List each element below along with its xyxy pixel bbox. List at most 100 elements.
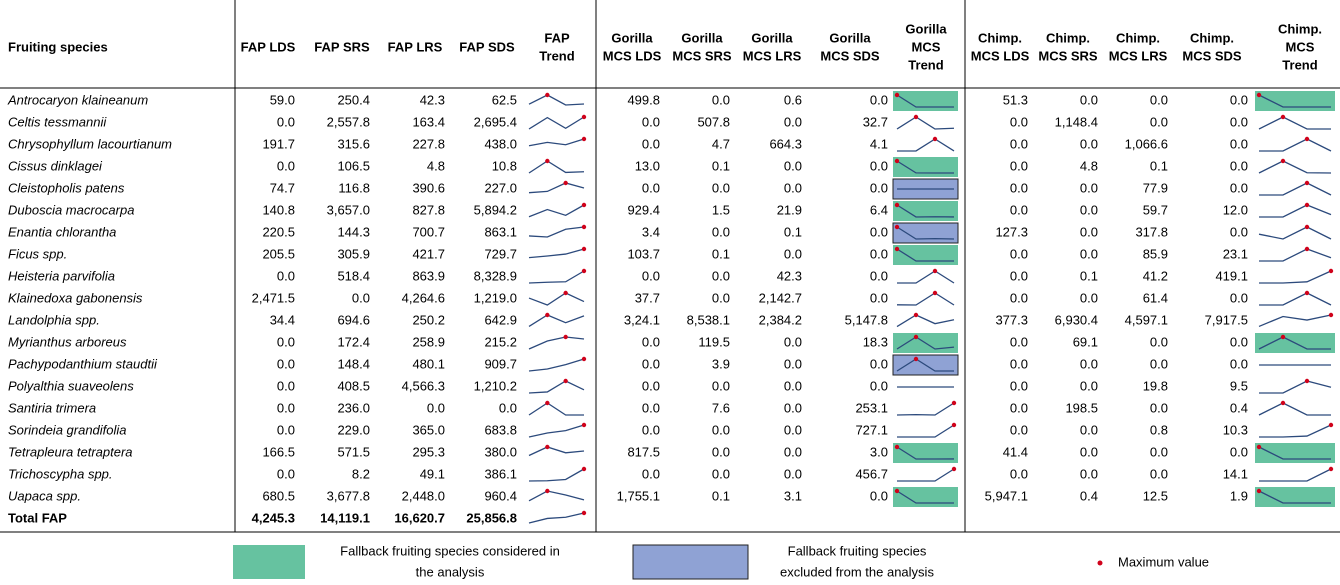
cell-value: 0.1: [784, 224, 802, 239]
cell-value: 236.0: [337, 400, 370, 415]
sparkline: [528, 138, 585, 147]
cell-value: 642.9: [484, 312, 517, 327]
sparkline: [1259, 380, 1332, 394]
max-marker: [894, 158, 900, 164]
sparkline: [896, 94, 955, 108]
cell-value: 0.0: [1010, 378, 1028, 393]
cell-value: 3.4: [642, 224, 660, 239]
species-name: Cleistopholis patens: [8, 180, 125, 195]
cell-value: 0.0: [784, 466, 802, 481]
cell-value: 253.1: [855, 400, 888, 415]
cell-value: 0.0: [870, 92, 888, 107]
cell-value: 0.0: [1230, 136, 1248, 151]
cell-value: 144.3: [337, 224, 370, 239]
fallback-highlight: [893, 201, 958, 221]
cell-value: 42.3: [777, 268, 802, 283]
species-name: Santiria trimera: [8, 400, 96, 415]
species-name: Klainedoxa gabonensis: [8, 290, 143, 305]
cell-value: 317.8: [1135, 224, 1168, 239]
max-marker: [1304, 224, 1310, 230]
max-marker: [581, 224, 587, 230]
sparkline: [1259, 292, 1332, 306]
sparkline: [528, 512, 585, 524]
cell-value: 0.0: [1150, 444, 1168, 459]
sparkline: [528, 314, 585, 327]
cell-value: 2,448.0: [402, 488, 445, 503]
cell-value: 0.0: [277, 356, 295, 371]
cell-value: 1,755.1: [617, 488, 660, 503]
sparkline: [1258, 270, 1332, 284]
max-marker: [1328, 466, 1334, 472]
cell-value: 12.5: [1143, 488, 1168, 503]
column-header: FAP: [544, 30, 570, 45]
max-marker: [1256, 488, 1262, 494]
cell-value: 85.9: [1143, 246, 1168, 261]
cell-value: 3.0: [870, 444, 888, 459]
cell-value: 0.0: [712, 466, 730, 481]
max-marker: [1256, 92, 1262, 98]
cell-value: 0.0: [1150, 400, 1168, 415]
sparkline: [1258, 116, 1331, 130]
max-marker: [1304, 136, 1310, 142]
fallback-highlight: [1255, 91, 1335, 111]
column-header: Gorilla: [829, 30, 871, 45]
cell-value: 3.9: [712, 356, 730, 371]
species-name: Heisteria parvifolia: [8, 268, 115, 283]
cell-value: 34.4: [270, 312, 295, 327]
cell-value: 21.9: [777, 202, 802, 217]
cell-value: 0.0: [870, 268, 888, 283]
cell-value: 729.7: [484, 246, 517, 261]
cell-value: 863.1: [484, 224, 517, 239]
cell-value: 12.0: [1223, 202, 1248, 217]
max-marker: [545, 92, 550, 98]
max-marker: [581, 136, 587, 142]
cell-value: 250.4: [337, 92, 370, 107]
max-marker: [545, 488, 550, 494]
column-header: FAP LRS: [388, 39, 443, 54]
sparkline: [528, 226, 585, 238]
cell-value: 390.6: [412, 180, 445, 195]
cell-value: 0.0: [1010, 422, 1028, 437]
sparkline: [1258, 94, 1331, 108]
cell-value: 0.1: [1080, 268, 1098, 283]
sparkline: [1259, 138, 1332, 152]
cell-value: 191.7: [262, 136, 295, 151]
column-header: MCS LDS: [971, 48, 1030, 63]
cell-value: 0.0: [642, 136, 660, 151]
max-marker: [932, 290, 938, 296]
cell-value: 116.8: [338, 180, 370, 195]
column-header: MCS: [912, 39, 941, 54]
sparkline: [896, 204, 955, 218]
sparkline: [528, 468, 585, 482]
legend-swatch: [233, 545, 305, 579]
cell-value: 0.0: [277, 466, 295, 481]
column-header: FAP SDS: [459, 39, 515, 54]
cell-value: 4,597.1: [1125, 312, 1168, 327]
max-marker: [932, 268, 938, 274]
cell-value: 3.1: [784, 488, 802, 503]
cell-value: 0.0: [1230, 356, 1248, 371]
sparkline: [1259, 424, 1332, 438]
cell-value: 0.0: [1010, 268, 1028, 283]
cell-value: 380.0: [484, 444, 517, 459]
cell-value: 0.0: [277, 378, 295, 393]
cell-value: 0.0: [784, 444, 802, 459]
cell-value: 13.0: [635, 158, 660, 173]
cell-value: 0.0: [1010, 356, 1028, 371]
cell-value: 0.0: [1080, 246, 1098, 261]
sparkline: [1258, 226, 1332, 240]
column-header: Chimp.: [1046, 30, 1090, 45]
column-header: Gorilla: [751, 30, 793, 45]
cell-value: 0.0: [1150, 334, 1168, 349]
cell-value: 0.0: [499, 400, 517, 415]
cell-value: 119.5: [698, 334, 730, 349]
cell-value: 817.5: [627, 444, 660, 459]
max-marker: [545, 400, 550, 406]
cell-value: 4.8: [427, 158, 445, 173]
max-marker: [894, 92, 900, 98]
fallback-highlight: [893, 487, 958, 507]
species-name: Enantia chlorantha: [8, 224, 116, 239]
sparkline: [896, 248, 954, 262]
cell-value: 2,384.2: [759, 312, 802, 327]
cell-value: 0.0: [1080, 378, 1098, 393]
